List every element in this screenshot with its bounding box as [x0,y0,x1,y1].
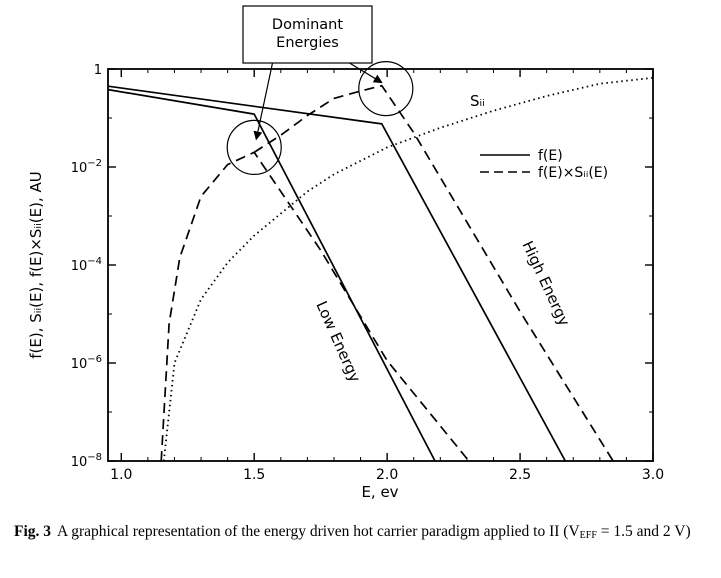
series-line-dotted [162,76,653,461]
dominant-energies-annotation: Dominant Energies [226,5,414,175]
caption-fig-number: Fig. 3 [14,523,52,540]
legend-label-f: f(E) [538,148,563,164]
series-line-solid [108,85,567,461]
y-tick-label: 10−2 [71,158,102,176]
y-tick-label: 10−4 [71,256,102,274]
series-line-dashed [253,84,614,461]
y-axis-label: f(E), Sᵢᵢ(E), f(E)×Sᵢᵢ(E), AU [27,171,45,358]
caption-text: A graphical representation of the energy… [57,523,580,540]
figure: 1.0 1.5 2.0 2.5 3.0 110−210−410−610−8 E, ev … [27,5,664,501]
annotation-arrow [253,62,274,141]
curve-label-sii: Sᵢᵢ [470,92,485,110]
y-axis-ticks: 1 10−2 10−4 10−6 10−8 [71,63,653,470]
annotation-circle [358,60,414,117]
annotation-arrow [349,62,383,84]
series-line-solid [108,88,436,461]
y-tick-label: 10−6 [71,354,102,372]
legend: f(E) f(E)×Sᵢᵢ(E) [480,148,608,181]
caption-text-end: = 1.5 and 2 V) [596,523,691,540]
x-tick-label: 3.0 [642,467,664,483]
y-tick-label: 1 [94,63,102,78]
curve-label-high-energy: High Energy [518,238,573,329]
annotation-box [242,5,373,64]
annotation-line-2: Energies [276,35,339,51]
series-line-dashed [160,151,468,461]
plot-frame [107,68,654,462]
caption-subscript: EFF [579,530,597,541]
x-tick-label: 2.5 [509,467,531,483]
x-tick-label: 2.0 [376,467,398,483]
series-layer [108,76,653,461]
legend-label-f-times-s: f(E)×Sᵢᵢ(E) [538,165,608,181]
annotation-marks [226,60,414,175]
x-axis-ticks: 1.0 1.5 2.0 2.5 3.0 [110,69,664,483]
annotation-circle [226,119,282,175]
y-tick-label: 10−8 [71,452,102,470]
x-axis-label: E, ev [361,483,398,501]
x-tick-label: 1.5 [243,467,265,483]
annotation-line-1: Dominant [272,17,343,33]
figure-caption: Fig. 3 A graphical representation of the … [14,522,714,546]
x-tick-label: 1.0 [110,467,132,483]
